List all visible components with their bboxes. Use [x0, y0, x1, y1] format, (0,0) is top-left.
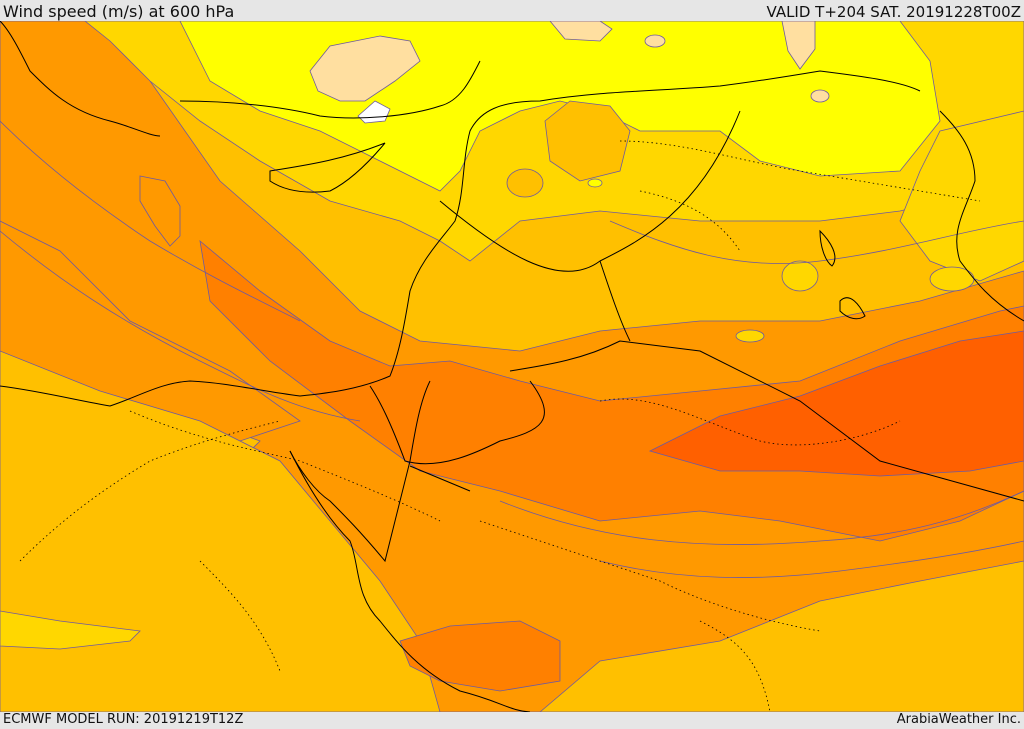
field-blob-west: [139, 175, 181, 247]
field-orange-syria: [544, 100, 631, 182]
field-peach-2: [549, 21, 613, 42]
model-run-label: ECMWF MODEL RUN: 20191219T12Z: [3, 712, 244, 727]
field-gold-southwest: [0, 350, 441, 712]
wind-speed-map: [0, 21, 1024, 712]
field-blob-east-1: [781, 260, 819, 292]
field-orange-gulf: [399, 620, 561, 692]
footer-bar: ECMWF MODEL RUN: 20191219T12Z ArabiaWeat…: [0, 712, 1024, 729]
coastlines: [0, 21, 1024, 712]
isotach-contours: [0, 120, 1024, 578]
field-blob-yellow-1: [587, 178, 603, 188]
field-gold-south-sinai: [0, 610, 141, 650]
field-peach-1: [309, 35, 421, 102]
field-peach-4: [644, 34, 666, 48]
field-orange-core: [648, 330, 1024, 477]
field-gold-southeast: [539, 560, 1024, 712]
credit-label: ArabiaWeather Inc.: [896, 712, 1021, 727]
field-blob-east-3: [735, 329, 765, 343]
field-peach-5: [810, 89, 830, 103]
valid-time: VALID T+204 SAT. 20191228T00Z: [766, 3, 1021, 21]
map-title: Wind speed (m/s) at 600 hPa: [3, 2, 235, 21]
header-bar: Wind speed (m/s) at 600 hPa VALID T+204 …: [0, 0, 1024, 21]
map-canvas: [0, 21, 1024, 712]
country-borders: [369, 110, 1024, 502]
field-blob-syria-2: [506, 168, 544, 198]
province-borders: [19, 140, 981, 712]
field-peach-3: [781, 21, 816, 70]
